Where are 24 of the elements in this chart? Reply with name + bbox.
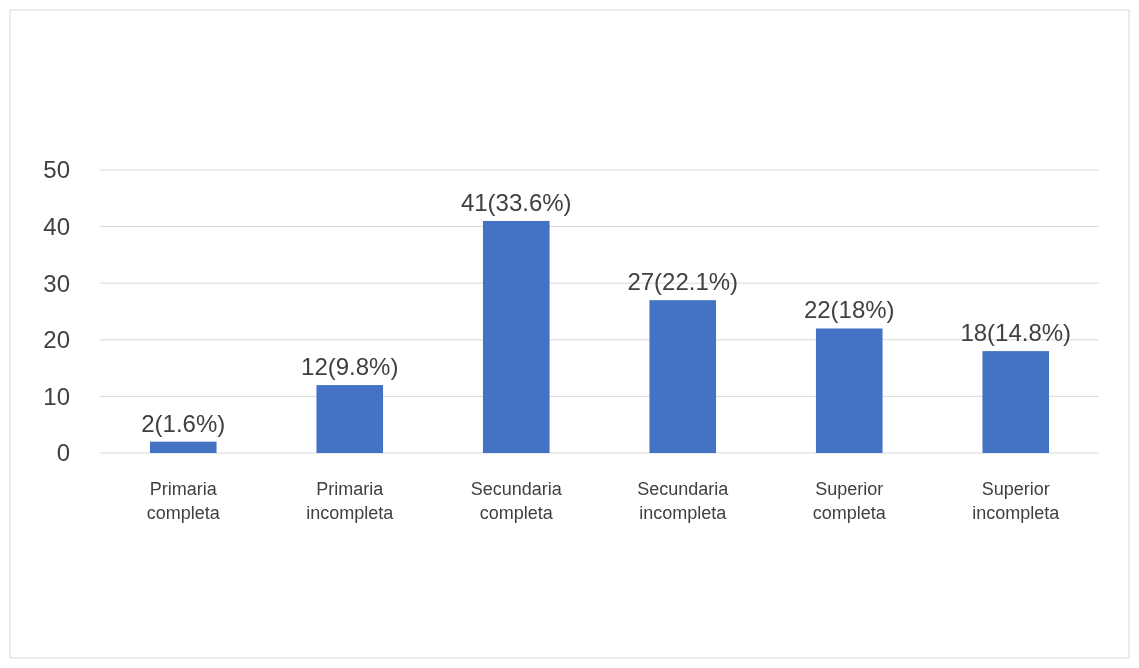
y-tick-label: 40 [43, 213, 70, 240]
x-tick-label: Primaria completa [146, 479, 221, 523]
data-label: 18(14.8%) [960, 319, 1072, 347]
bar [815, 328, 883, 453]
y-tick-label: 10 [43, 382, 70, 410]
y-tick-label: 30 [43, 269, 70, 297]
x-tick-label: Superior completa [812, 479, 887, 523]
bar [649, 300, 717, 453]
bar [482, 220, 550, 453]
data-label: 27(22.1%) [627, 268, 739, 296]
x-tick-label: Superior incompleta [972, 479, 1061, 523]
data-label: 22(18%) [803, 296, 895, 324]
data-label: 41(33.6%) [460, 188, 572, 216]
y-tick-label: 20 [43, 326, 70, 354]
data-label: 2(1.6%) [141, 409, 226, 437]
x-tick-label: Primaria incompleta [306, 479, 395, 523]
y-tick-label: 50 [43, 156, 70, 184]
x-tick-label: Secundaria incompleta [637, 479, 730, 523]
y-tick-label: 0 [56, 439, 70, 467]
data-label: 12(9.8%) [301, 353, 399, 381]
bar [982, 351, 1050, 453]
x-tick-label: Secundaria completa [470, 479, 563, 523]
bar [149, 441, 217, 453]
bar [316, 385, 384, 453]
